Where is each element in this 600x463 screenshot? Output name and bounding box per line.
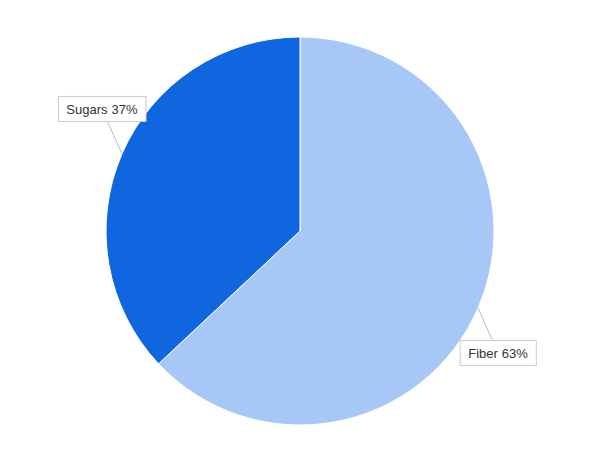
label-text: Fiber 63% [468, 346, 528, 361]
data-labels: Fiber 63% Sugars 37% [58, 96, 536, 365]
label-box [460, 341, 536, 366]
value-label: 63% [502, 346, 528, 361]
label-text: Sugars 37% [66, 101, 138, 116]
pie-slice [106, 37, 300, 364]
pie [106, 37, 494, 425]
slice-label: Fiber 63% [460, 308, 536, 366]
category-label: Sugars [66, 101, 108, 116]
chart: Fiber 63% Sugars 37% [0, 0, 600, 463]
label-box [58, 96, 146, 121]
value-label: 37% [112, 101, 138, 116]
category-label: Fiber [468, 346, 498, 361]
slice-label: Sugars 37% [58, 96, 146, 154]
